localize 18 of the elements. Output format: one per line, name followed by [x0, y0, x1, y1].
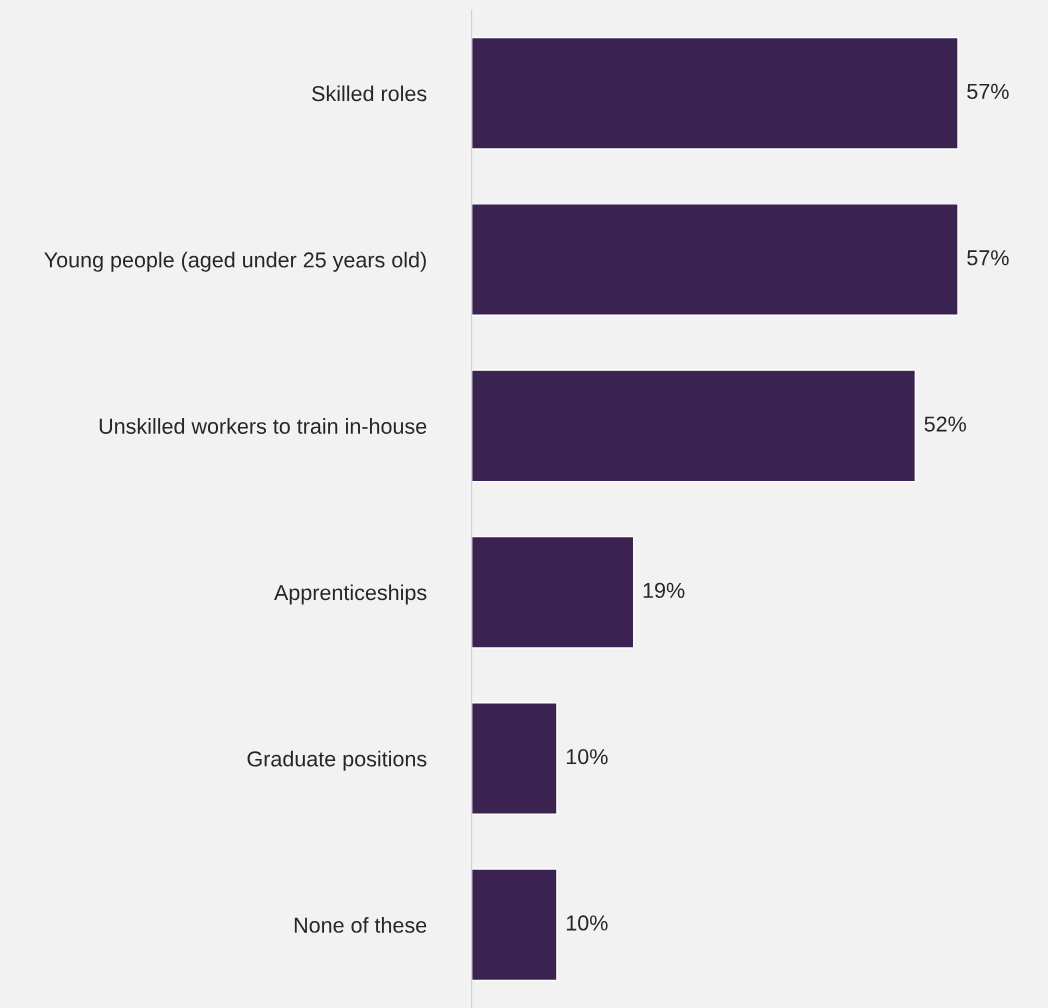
y-tick-label: Apprenticeships [274, 584, 427, 605]
data-label: 19% [643, 582, 685, 598]
y-tick-label: Graduate positions [247, 750, 427, 771]
bar [471, 535, 635, 649]
bar [471, 702, 558, 815]
data-label: 57% [967, 250, 1009, 266]
bar [471, 369, 917, 483]
data-label: 10% [566, 749, 608, 765]
data-label: 57% [967, 83, 1009, 100]
y-tick-label: Unskilled workers to train in-house [99, 418, 427, 434]
y-tick-label: Young people (aged under 25 years old) [44, 251, 426, 272]
y-tick-label: Skilled roles [312, 85, 427, 102]
data-label: 10% [566, 915, 608, 931]
y-tick-label: None of these [294, 917, 427, 933]
bar [471, 868, 558, 982]
bar [471, 36, 959, 150]
bar [471, 203, 959, 316]
data-label: 52% [924, 416, 966, 432]
